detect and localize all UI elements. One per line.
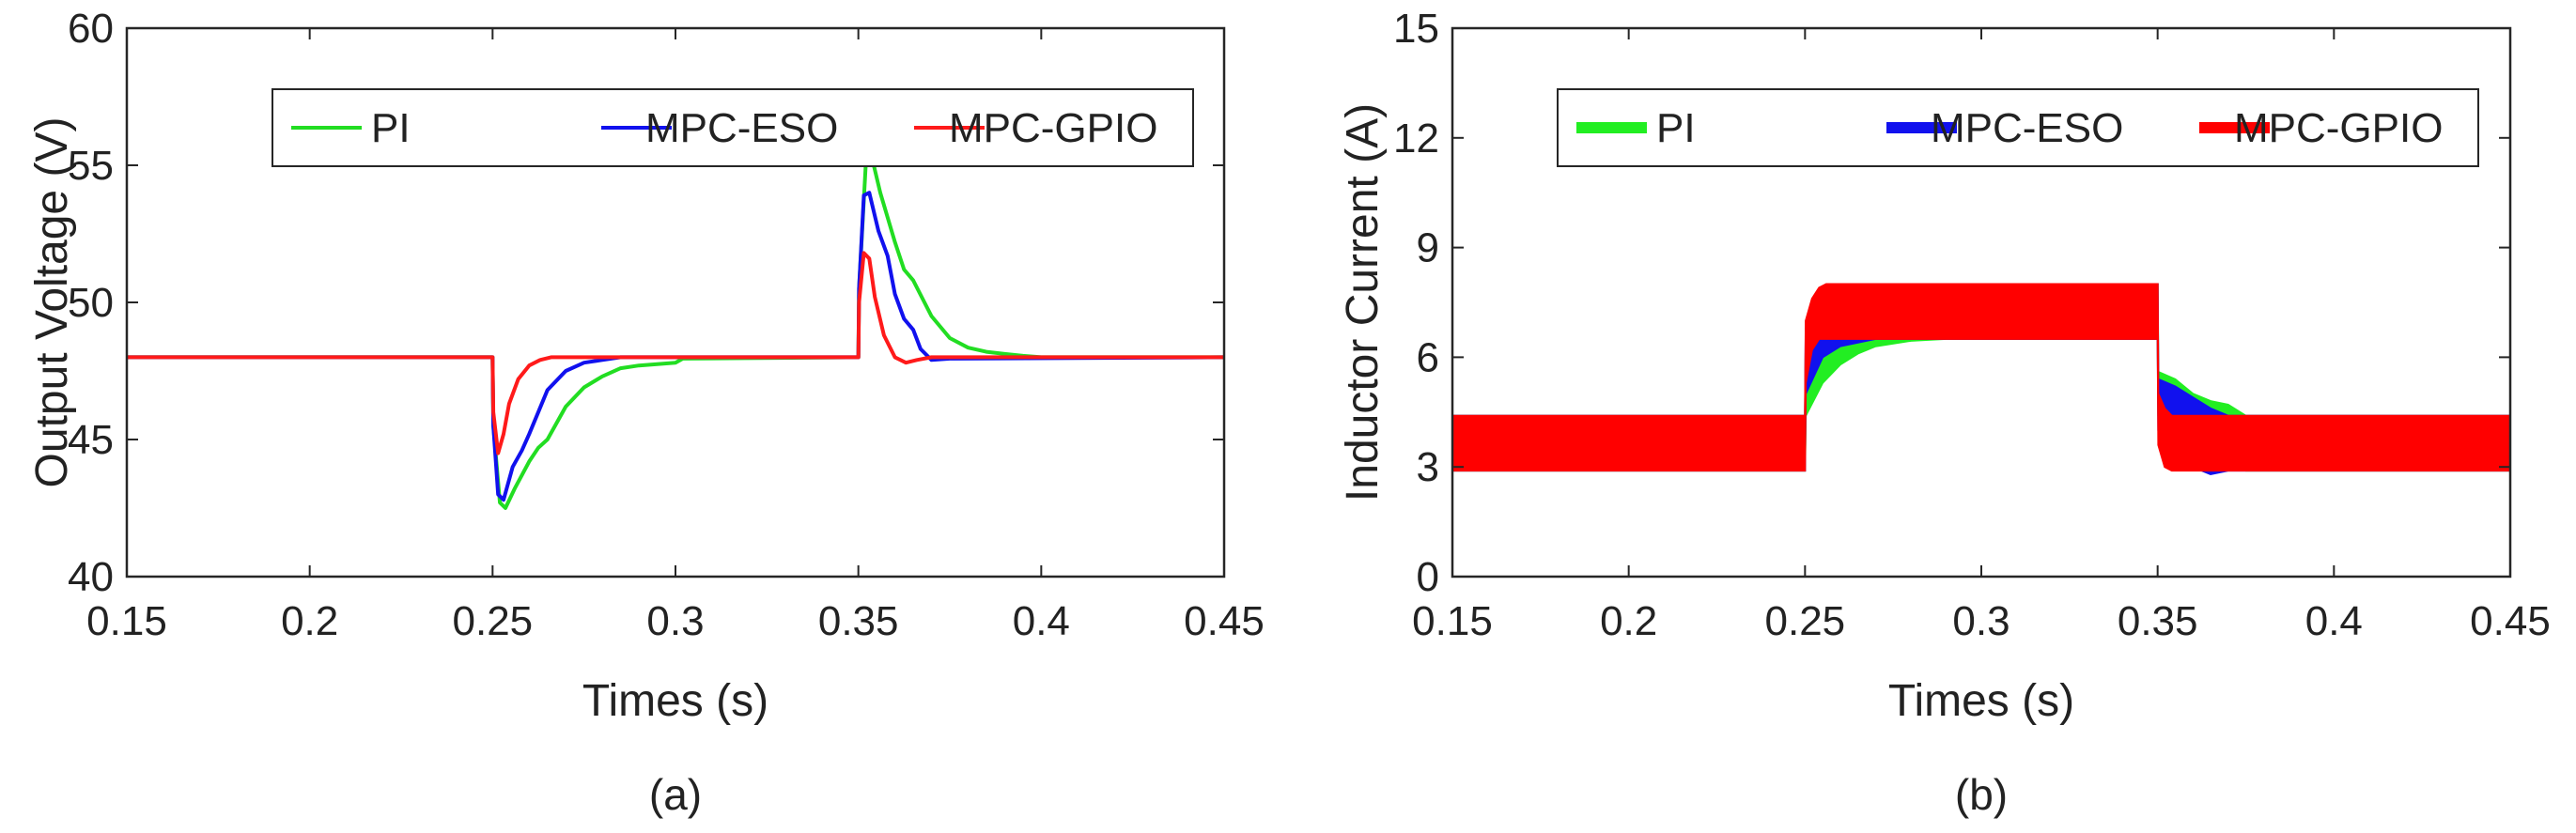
y-tick-label: 40 (68, 554, 114, 600)
y-axis-label: Output Voltage (V) (27, 117, 77, 488)
y-tick-label: 0 (1417, 554, 1439, 600)
x-tick-label: 0.45 (1184, 598, 1265, 644)
y-axis-label: Inductor Current (A) (1338, 103, 1388, 501)
y-tick-label: 15 (1393, 6, 1439, 52)
series-mpc-gpio-band (1452, 283, 2510, 472)
legend-label-mpc-eso: MPC-ESO (645, 105, 838, 151)
series-mpc-gpio-line (127, 251, 1224, 455)
x-tick-label: 0.2 (1600, 598, 1657, 644)
y-tick-label: 6 (1417, 334, 1439, 380)
legend-label-pi: PI (1656, 105, 1696, 151)
y-tick-label: 12 (1393, 116, 1439, 162)
legend-box (1557, 88, 2479, 167)
y-tick-label: 55 (68, 143, 114, 189)
legend-label-pi: PI (371, 105, 411, 151)
x-tick-label: 0.2 (281, 598, 338, 644)
legend: PI MPC-ESO MPC-GPIO (1557, 88, 2479, 167)
legend-label-mpc-gpio: MPC-GPIO (949, 105, 1157, 151)
y-tick-label: 50 (68, 280, 114, 326)
x-tick-label: 0.4 (2305, 598, 2363, 644)
series-pi-line (127, 152, 1224, 510)
panel-label: (a) (649, 770, 702, 819)
panel-a-voltage-chart: 0.15 0.2 0.25 0.3 0.35 0.4 0.45 40 45 50 55 60 Time… (27, 6, 1265, 819)
x-axis-label: Times (s) (582, 676, 768, 726)
legend-label-mpc-eso: MPC-ESO (1931, 105, 2123, 151)
x-tick-label: 0.3 (646, 598, 704, 644)
legend-label-mpc-gpio: MPC-GPIO (2234, 105, 2443, 151)
y-tick-label: 3 (1417, 444, 1439, 490)
panel-label: (b) (1955, 770, 2008, 819)
x-tick-label: 0.15 (86, 598, 167, 644)
panel-b-current-chart: 0.15 0.2 0.25 0.3 0.35 0.4 0.45 0 3 6 9 12 15 Times … (1338, 6, 2551, 819)
series-mpc-eso-line (127, 191, 1224, 502)
x-axis-label: Times (s) (1888, 676, 2074, 726)
x-tick-label: 0.15 (1412, 598, 1493, 644)
x-tick-label: 0.45 (2470, 598, 2551, 644)
x-tick-label: 0.25 (453, 598, 534, 644)
y-tick-label: 60 (68, 6, 114, 52)
x-tick-label: 0.35 (2118, 598, 2198, 644)
legend: PI MPC-ESO MPC-GPIO (272, 88, 1194, 167)
x-tick-label: 0.25 (1765, 598, 1846, 644)
y-tick-label: 45 (68, 417, 114, 463)
y-tick-label: 9 (1417, 225, 1439, 271)
x-tick-label: 0.35 (818, 598, 899, 644)
x-tick-label: 0.3 (1952, 598, 2010, 644)
legend-box (272, 88, 1194, 167)
x-tick-label: 0.4 (1013, 598, 1070, 644)
